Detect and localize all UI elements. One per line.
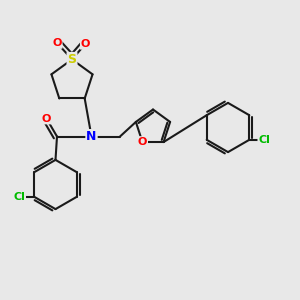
Text: S: S — [68, 53, 76, 66]
Text: Cl: Cl — [258, 135, 270, 145]
Text: O: O — [81, 39, 90, 49]
Text: Cl: Cl — [13, 192, 25, 202]
Text: N: N — [86, 130, 97, 143]
Text: O: O — [52, 38, 62, 48]
Text: O: O — [138, 137, 147, 147]
Text: O: O — [42, 113, 51, 124]
